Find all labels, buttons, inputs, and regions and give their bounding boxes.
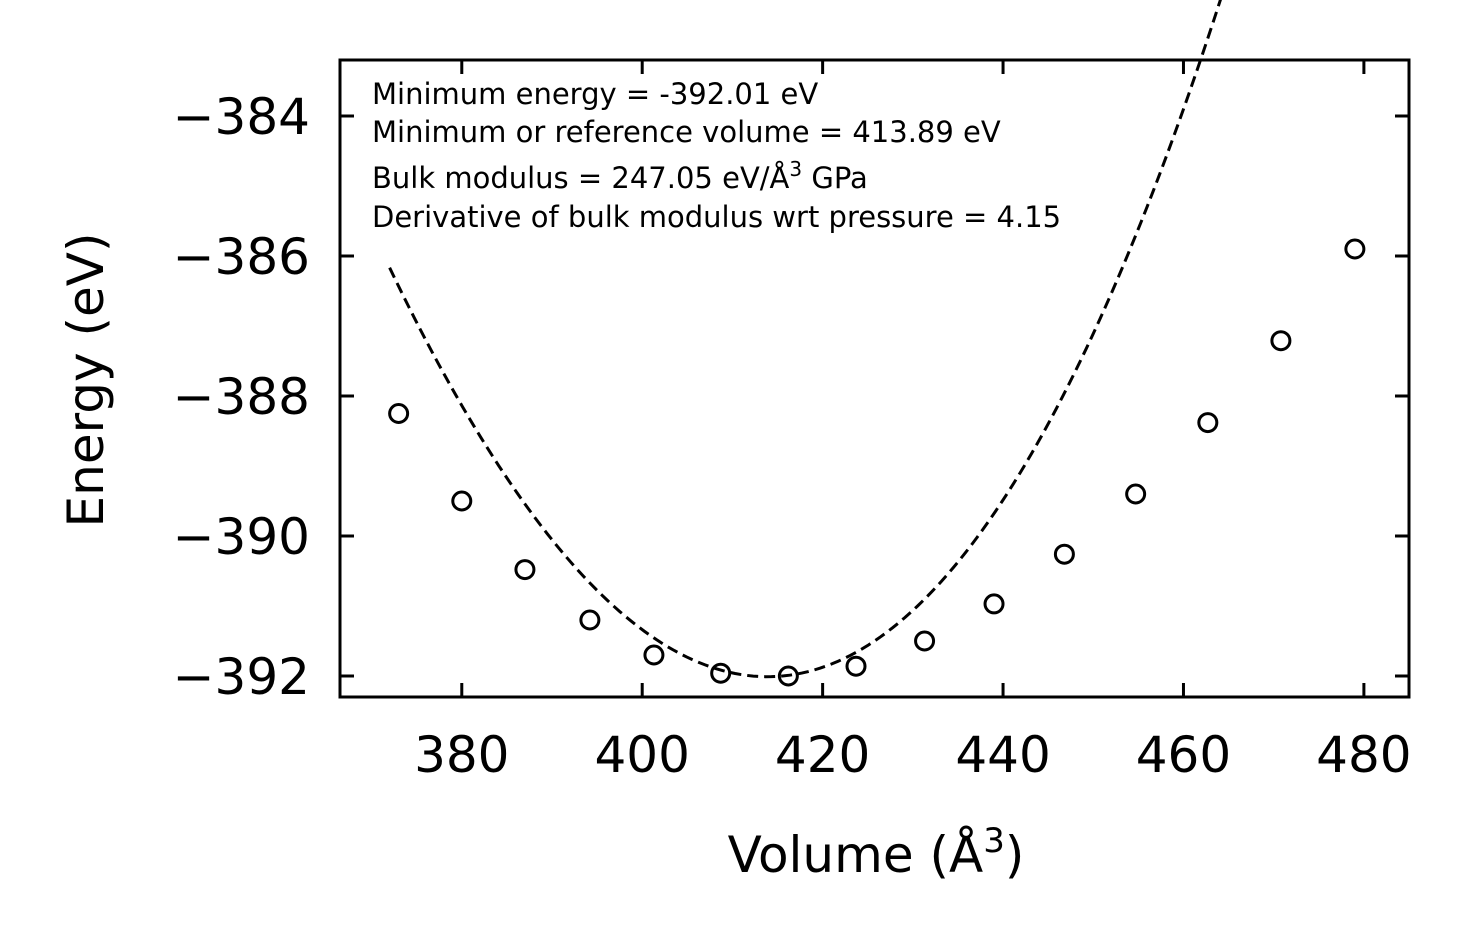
- data-point-13: [1270, 330, 1292, 352]
- x-tick-label-2: 420: [775, 726, 870, 784]
- data-point-10: [1053, 543, 1075, 565]
- data-point-6: [777, 665, 799, 687]
- x-tick-label-4: 460: [1136, 726, 1231, 784]
- data-point-9: [983, 593, 1005, 615]
- axis-ticks: [340, 60, 1409, 697]
- x-tick-labels: 380 400 420 440 460 480: [414, 726, 1412, 784]
- data-point-14: [1344, 238, 1366, 260]
- y-tick-labels: −384 −386 −388 −390 −392: [173, 88, 310, 706]
- y-tick-label-0: −384: [173, 88, 310, 146]
- x-tick-label-0: 380: [414, 726, 509, 784]
- data-point-8: [914, 630, 936, 652]
- fit-annotation: Minimum energy = -392.01 eV Minimum or r…: [372, 77, 1061, 234]
- data-point-1: [451, 490, 473, 512]
- data-point-4: [643, 644, 665, 666]
- y-tick-label-4: −392: [173, 648, 310, 706]
- data-point-3: [579, 609, 601, 631]
- data-points: [388, 238, 1366, 687]
- y-tick-label-1: −386: [173, 228, 310, 286]
- x-tick-label-1: 400: [594, 726, 689, 784]
- plot-frame: [338, 58, 1411, 699]
- y-axis-title: Energy (eV): [57, 233, 115, 528]
- x-tick-label-3: 440: [955, 726, 1050, 784]
- data-point-2: [514, 559, 536, 581]
- data-point-7: [845, 655, 867, 677]
- data-point-11: [1125, 483, 1147, 505]
- annotation-bulk-modulus-derivative: Derivative of bulk modulus wrt pressure …: [372, 200, 1061, 234]
- data-point-12: [1197, 412, 1219, 434]
- x-axis-title: Volume (Å3): [728, 821, 1025, 884]
- annotation-min-energy: Minimum energy = -392.01 eV: [372, 77, 818, 111]
- annotation-min-volume: Minimum or reference volume = 413.89 eV: [372, 115, 1001, 149]
- fit-curve: [388, 0, 1222, 679]
- annotation-bulk-modulus: Bulk modulus = 247.05 eV/Å3 GPa: [372, 157, 868, 195]
- y-tick-label-2: −388: [173, 368, 310, 426]
- y-tick-label-3: −390: [173, 508, 310, 566]
- data-point-0: [388, 403, 410, 424]
- x-tick-label-5: 480: [1316, 726, 1411, 784]
- data-point-5: [710, 662, 732, 684]
